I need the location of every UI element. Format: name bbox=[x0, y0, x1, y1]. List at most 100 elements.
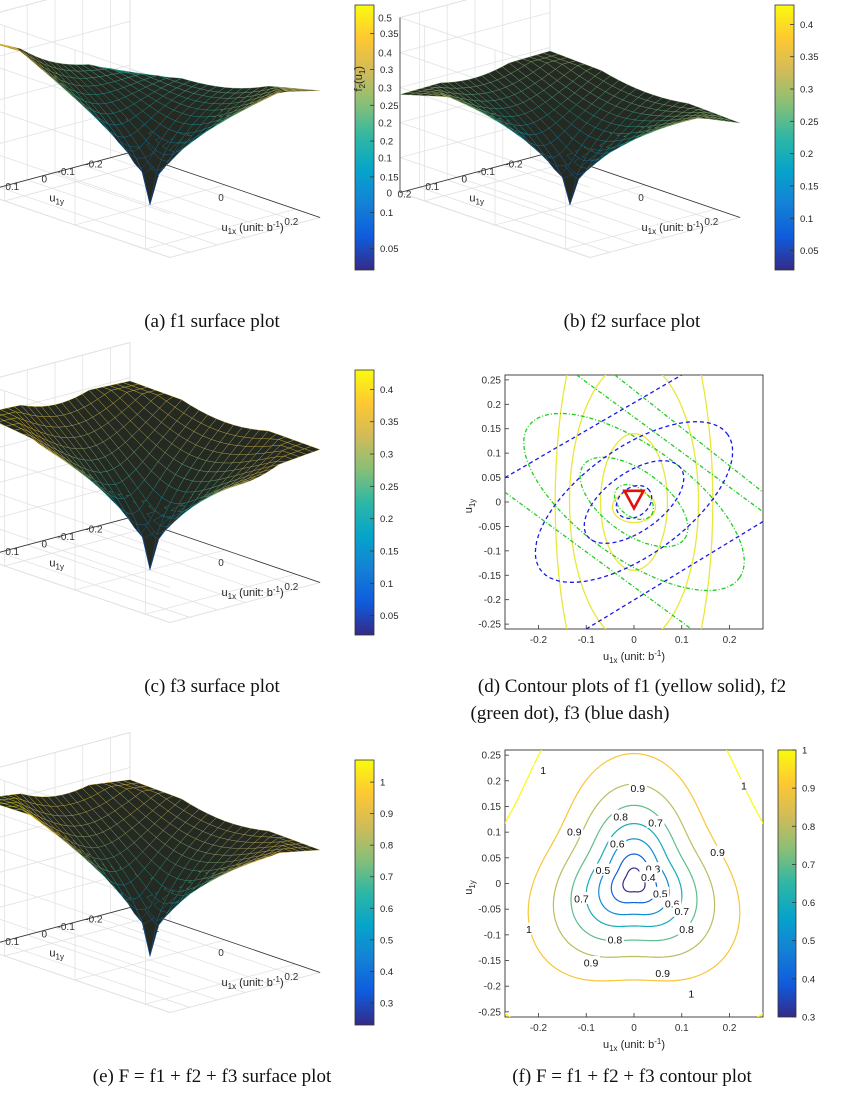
label-part: u bbox=[49, 192, 55, 204]
contour-label-bg bbox=[682, 986, 701, 999]
colorbar bbox=[354, 759, 375, 1026]
caption-d-line1: (d) Contour plots of f1 (yellow solid), … bbox=[478, 676, 786, 697]
f3-contour bbox=[583, 460, 685, 544]
label-part: -1 bbox=[693, 220, 701, 229]
colorbar-tick-label: 0.25 bbox=[380, 482, 399, 493]
colorbar-tick-label: 0.35 bbox=[380, 29, 399, 40]
contour-label: 0.9 bbox=[655, 968, 670, 980]
caption-b: (b) f2 surface plot bbox=[564, 311, 701, 332]
label-part: 1x bbox=[228, 592, 236, 601]
label-part: u bbox=[222, 587, 228, 599]
y-tick-label: -0.1 bbox=[58, 167, 76, 178]
contour-label: 1 bbox=[526, 924, 532, 936]
x-tick-label: 0 bbox=[218, 193, 224, 204]
plot-frame bbox=[504, 749, 764, 1018]
contour-label: 0.8 bbox=[613, 811, 628, 823]
contour-lines: 0.90.80.70.60.5 0.30.40.50.7 0.60.70.80.80… bbox=[505, 750, 763, 1017]
contour-plot-f: -0.2 -0.1 0 0.1 0.2 0.25 0.2 0.15 0.1 0.05 0 -0.05 -… bbox=[463, 746, 815, 1054]
x-tick-label: 0.2 bbox=[284, 217, 298, 228]
y-tick-label: 0 bbox=[461, 175, 467, 186]
contour-label: 0.7 bbox=[648, 817, 663, 829]
y-tick-label: 0.2 bbox=[487, 400, 501, 411]
contour-lines bbox=[505, 375, 763, 629]
label-part: u bbox=[463, 889, 475, 895]
z-tick-label: 0 bbox=[386, 189, 392, 200]
colorbar-tick-label: 0.3 bbox=[380, 450, 393, 461]
contour-label: 0.4 bbox=[641, 872, 656, 884]
z-axis-label: f2(u1) bbox=[353, 66, 367, 91]
label-part: 1x bbox=[648, 227, 656, 236]
surface-plot-e: -0.200.20.20.10-0.1-0.20.20.40.60.811.2u… bbox=[0, 731, 393, 1026]
x-axis-label: u1x (unit: b-1) bbox=[603, 649, 665, 665]
f1-contour bbox=[611, 490, 657, 524]
colorbar-tick-label: 0.4 bbox=[800, 20, 813, 31]
colorbar bbox=[774, 4, 795, 271]
x-axis-label: u1x (unit: b-1) bbox=[222, 975, 284, 991]
label-part: ) bbox=[280, 587, 284, 599]
label-part: ) bbox=[661, 651, 665, 663]
f3-contour bbox=[615, 484, 653, 520]
contour-label-bg bbox=[628, 781, 647, 794]
colorbar-tick-label: 0.6 bbox=[802, 898, 815, 909]
contour-label-bg bbox=[708, 845, 727, 858]
y-tick-label: -0.2 bbox=[505, 160, 523, 171]
x-tick-label: 0.2 bbox=[284, 582, 298, 593]
contour-label: 0.9 bbox=[710, 847, 725, 859]
y-tick-label: 0.2 bbox=[398, 189, 412, 200]
contour-label-bg bbox=[534, 763, 553, 776]
x-axis-label: u1x (unit: b-1) bbox=[642, 220, 704, 236]
contour-label: 0.9 bbox=[584, 958, 599, 970]
y-tick-label: -0.1 bbox=[484, 546, 502, 557]
label-part: 1y bbox=[56, 952, 64, 961]
colorbar-tick-label: 0.05 bbox=[800, 246, 819, 257]
contour-label: 0.8 bbox=[608, 934, 623, 946]
z-gridline bbox=[0, 108, 171, 215]
red-triangle bbox=[622, 489, 646, 512]
label-part: f bbox=[353, 87, 365, 91]
colorbar-tick-label: 0.15 bbox=[380, 172, 399, 183]
label-part: -1 bbox=[273, 220, 281, 229]
y-tick-label: 0 bbox=[41, 930, 47, 941]
surface-cell bbox=[303, 446, 321, 453]
panel-a: -0.200.20.20.10-0.1-0.200.10.20.30.4u1x … bbox=[0, 0, 399, 332]
x-tick-label: -0.2 bbox=[530, 1023, 548, 1034]
colorbar-tick-label: 0.05 bbox=[380, 244, 399, 255]
y-tick-label: 0.05 bbox=[482, 853, 502, 864]
y-axis-line bbox=[0, 517, 131, 553]
contour-label: 0.7 bbox=[574, 893, 589, 905]
x-gridline bbox=[74, 415, 226, 591]
f3-contour bbox=[534, 421, 734, 583]
contour-label-bg bbox=[565, 825, 584, 838]
contour-label: 1 bbox=[540, 765, 546, 777]
x-tick-label: 0.2 bbox=[723, 635, 737, 646]
colorbar-tick-label: 0.4 bbox=[380, 385, 393, 396]
f1-contour bbox=[568, 375, 700, 629]
y-tick-label: -0.05 bbox=[478, 522, 501, 533]
contour-label-bg bbox=[582, 956, 600, 969]
y-axis-label: u1y bbox=[49, 557, 64, 571]
x-tick-label: 0 bbox=[638, 193, 644, 204]
label-part: (unit: b bbox=[236, 222, 273, 234]
contour-label-bg bbox=[605, 932, 624, 945]
y-tick-label: -0.1 bbox=[58, 922, 76, 933]
label-part: 1y bbox=[476, 197, 484, 206]
y-tick-label: -0.2 bbox=[484, 982, 502, 993]
colorbar-tick-label: 0.6 bbox=[380, 904, 393, 915]
z-tick-label: 0.4 bbox=[378, 49, 392, 60]
colorbar-tick-label: 0.7 bbox=[802, 860, 815, 871]
y-axis-label: u1y bbox=[49, 192, 64, 206]
y-axis-line bbox=[399, 152, 551, 193]
x-tick-label: 0.2 bbox=[704, 217, 718, 228]
colorbar-tick-label: 0.25 bbox=[800, 117, 819, 128]
y-tick-label: 0.1 bbox=[5, 182, 19, 193]
label-part: -1 bbox=[654, 1037, 662, 1046]
contour-label-bg bbox=[572, 891, 591, 904]
colorbar bbox=[354, 4, 375, 271]
label-part: u bbox=[469, 192, 475, 204]
z-tick-label: 0.5 bbox=[378, 14, 392, 25]
y-tick-label: -0.2 bbox=[85, 160, 103, 171]
contour-label: 0.7 bbox=[674, 906, 689, 918]
contour-label-bg bbox=[734, 778, 753, 791]
y-tick-label: -0.2 bbox=[85, 525, 103, 536]
x-tick-label: 0.1 bbox=[675, 1023, 689, 1034]
